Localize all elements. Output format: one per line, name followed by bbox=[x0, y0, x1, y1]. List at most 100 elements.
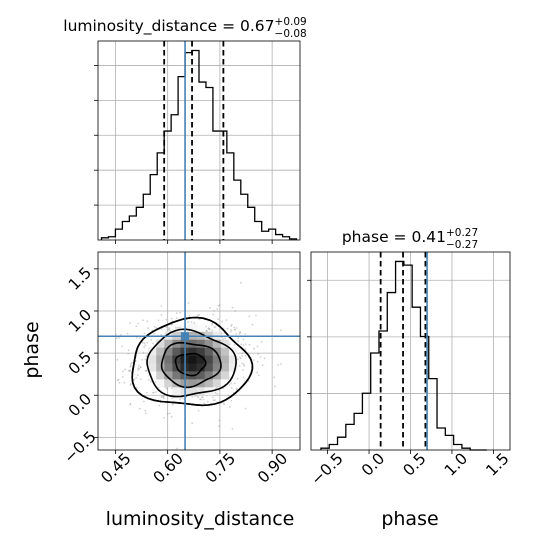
joint-sample-point bbox=[139, 366, 142, 369]
joint-sample-point bbox=[138, 407, 141, 410]
joint-sample-point bbox=[226, 327, 229, 330]
joint-density-cell bbox=[164, 379, 173, 388]
joint-sample-point bbox=[251, 323, 254, 326]
joint-sample-point bbox=[228, 343, 231, 346]
joint-density-cell bbox=[196, 347, 206, 356]
phase-hist-panel: −0.5 0.0 0.5 1.0 1.5 phase = 0.41+0.27 −0.27 … bbox=[307, 227, 513, 530]
joint-sample-point bbox=[165, 326, 168, 329]
joint-sample-point bbox=[121, 345, 123, 348]
joint-sample-point bbox=[188, 314, 191, 317]
joint-sample-point bbox=[147, 327, 149, 329]
joint-sample-point bbox=[231, 306, 234, 309]
joint-sample-point bbox=[187, 321, 190, 324]
joint-sample-point bbox=[239, 357, 242, 360]
joint-sample-point bbox=[155, 327, 158, 329]
joint-sample-point bbox=[234, 310, 237, 312]
joint-sample-point bbox=[168, 327, 170, 329]
joint-sample-point bbox=[242, 344, 245, 346]
joint-sample-point bbox=[209, 306, 212, 309]
joint-sample-point bbox=[135, 386, 138, 389]
joint-density-cell bbox=[204, 347, 214, 356]
joint-sample-point bbox=[217, 304, 220, 307]
joint-density-cell bbox=[220, 379, 230, 388]
phase-hist-ticks bbox=[307, 279, 494, 454]
joint-density-cell bbox=[220, 355, 230, 364]
joint-density-cell bbox=[212, 355, 222, 364]
joint-sample-point bbox=[157, 319, 160, 322]
joint-sample-point bbox=[136, 374, 139, 376]
joint-contour-4 bbox=[131, 316, 254, 407]
joint-sample-point bbox=[152, 391, 154, 394]
phase-hist-tick-label: 0.0 bbox=[358, 450, 388, 480]
joint-y-tick-label: 0.0 bbox=[65, 390, 95, 420]
joint-density-cell bbox=[204, 339, 214, 348]
joint-density-cell bbox=[220, 363, 230, 372]
joint-density-cell bbox=[164, 371, 173, 380]
joint-sample-point bbox=[145, 369, 148, 372]
joint-y-tick-label: 1.5 bbox=[65, 264, 95, 294]
joint-sample-point bbox=[257, 353, 259, 356]
joint-density-cell bbox=[156, 355, 165, 364]
joint-sample-point bbox=[140, 378, 142, 380]
joint-sample-point bbox=[175, 312, 178, 314]
joint-sample-point bbox=[248, 315, 251, 318]
joint-sample-point bbox=[225, 319, 228, 321]
joint-sample-point bbox=[137, 367, 140, 369]
joint-y-tick-label: −0.5 bbox=[60, 428, 99, 467]
joint-sample-point bbox=[206, 400, 209, 403]
joint-sample-point bbox=[116, 379, 119, 382]
joint-y-tick-labels: −0.5 0.0 0.5 1.0 1.5 bbox=[60, 264, 99, 467]
joint-sample-point bbox=[129, 403, 132, 406]
joint-sample-point bbox=[129, 369, 132, 371]
joint-sample-point bbox=[237, 358, 239, 361]
joint-sample-point bbox=[196, 394, 199, 397]
joint-sample-point bbox=[138, 364, 140, 367]
joint-sample-point bbox=[198, 318, 201, 321]
joint-sample-point bbox=[235, 327, 238, 329]
joint-sample-point bbox=[230, 329, 233, 331]
joint-sample-point bbox=[212, 399, 215, 402]
joint-sample-point bbox=[244, 348, 247, 350]
joint-sample-point bbox=[116, 358, 119, 361]
joint-sample-point bbox=[137, 369, 139, 371]
luminosity-distance-x-axis-label: luminosity_distance bbox=[106, 508, 295, 530]
joint-sample-point bbox=[170, 415, 173, 418]
joint-density-cell bbox=[228, 363, 238, 372]
joint-ticks bbox=[94, 268, 273, 454]
joint-sample-point bbox=[233, 328, 236, 331]
phase-hist-tick-labels: −0.5 0.0 0.5 1.0 1.5 bbox=[307, 450, 512, 489]
joint-sample-point bbox=[137, 322, 140, 325]
joint-sample-point bbox=[214, 391, 217, 394]
joint-x-tick-labels: 0.45 0.60 0.75 0.90 bbox=[98, 450, 292, 487]
joint-sample-point bbox=[171, 387, 173, 390]
joint-sample-point bbox=[200, 398, 202, 401]
joint-sample-point bbox=[187, 302, 190, 304]
joint-contour-3 bbox=[146, 328, 237, 398]
joint-sample-point bbox=[141, 341, 144, 344]
joint-sample-point bbox=[212, 313, 215, 316]
joint-sample-point bbox=[213, 399, 216, 401]
joint-sample-point bbox=[160, 334, 163, 336]
joint-sample-point bbox=[171, 403, 174, 406]
phase-quantile-lines bbox=[379, 252, 427, 450]
joint-sample-point bbox=[141, 359, 144, 361]
joint-sample-point bbox=[150, 338, 153, 341]
joint-sample-point bbox=[129, 384, 132, 386]
joint-sample-point bbox=[216, 392, 219, 395]
joint-sample-point bbox=[214, 326, 217, 328]
joint-sample-point bbox=[145, 355, 148, 358]
joint-sample-point bbox=[229, 406, 231, 408]
luminosity-distance-title-minus: −0.08 bbox=[275, 28, 307, 40]
joint-sample-point bbox=[147, 379, 150, 381]
luminosity-distance-hist-ticks bbox=[94, 65, 273, 244]
joint-density-cell bbox=[148, 363, 157, 372]
phase-hist-tick-label: −0.5 bbox=[307, 450, 346, 489]
joint-sample-point bbox=[230, 399, 233, 402]
luminosity-distance-quantile-lines bbox=[163, 41, 225, 240]
joint-density-cell bbox=[220, 371, 230, 380]
luminosity-distance-hist-panel: luminosity_distance = 0.67+0.09 −0.08 bbox=[63, 16, 307, 244]
phase-y-axis-label: phase bbox=[21, 321, 43, 378]
joint-sample-point bbox=[118, 336, 120, 339]
joint-sample-point bbox=[207, 327, 210, 330]
joint-density-cell bbox=[164, 355, 173, 364]
